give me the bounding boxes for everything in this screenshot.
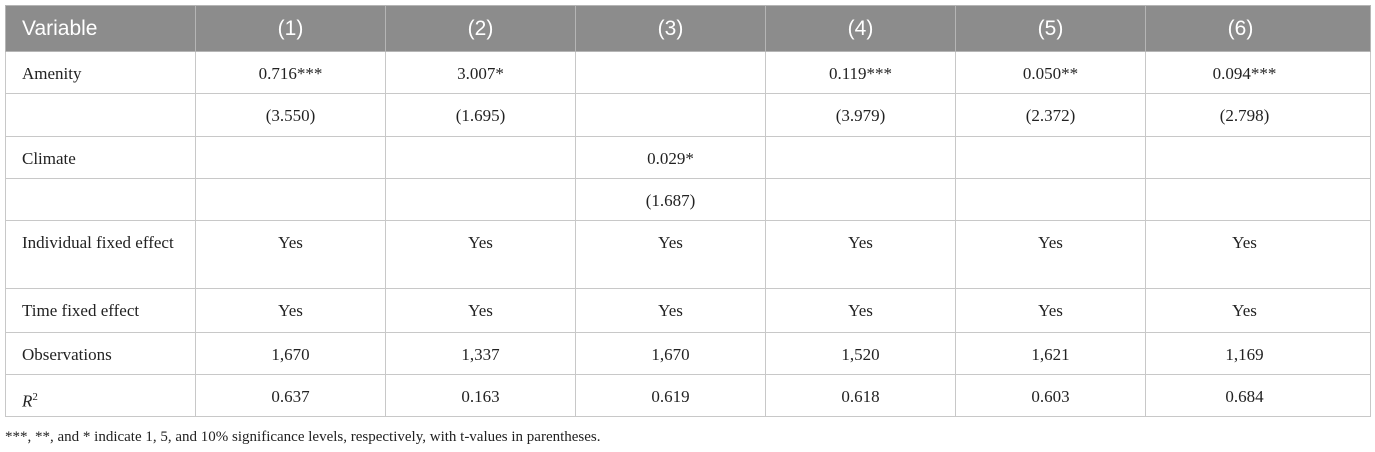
- cell: Yes: [955, 288, 1146, 333]
- cell: 1,169: [1145, 332, 1371, 375]
- cell: 0.716***: [195, 51, 386, 94]
- cell: [1145, 136, 1371, 179]
- cell: [385, 136, 576, 179]
- table-row: Time fixed effect Yes Yes Yes Yes Yes Yes: [5, 288, 1371, 333]
- cell: 0.684: [1145, 374, 1371, 417]
- cell: Yes: [195, 220, 386, 289]
- cell: Yes: [1145, 220, 1371, 289]
- footnote: ***, **, and * indicate 1, 5, and 10% si…: [5, 429, 601, 445]
- cell: Yes: [765, 288, 956, 333]
- row-label: Individual fixed effect: [5, 220, 196, 289]
- table-body: Amenity 0.716*** 3.007* 0.119*** 0.050** 0.09…: [5, 51, 1371, 417]
- cell: [575, 51, 766, 94]
- column-header: (4): [765, 5, 956, 52]
- table-row: Climate 0.029*: [5, 136, 1371, 179]
- cell: 0.637: [195, 374, 386, 417]
- cell: Yes: [385, 220, 576, 289]
- cell: 1,670: [575, 332, 766, 375]
- symbol: R: [22, 391, 33, 411]
- cell: Yes: [575, 288, 766, 333]
- cell: [385, 178, 576, 221]
- row-label: R2: [5, 374, 196, 417]
- cell: (3.550): [195, 93, 386, 137]
- cell: [195, 136, 386, 179]
- row-label: Observations: [5, 332, 196, 375]
- cell: [765, 178, 956, 221]
- cell: (2.798): [1145, 93, 1371, 137]
- cell: Yes: [195, 288, 386, 333]
- cell: 0.050**: [955, 51, 1146, 94]
- column-header: (1): [195, 5, 386, 52]
- cell: 3.007*: [385, 51, 576, 94]
- cell: 1,670: [195, 332, 386, 375]
- table-row: R2 0.637 0.163 0.619 0.618 0.603 0.684: [5, 374, 1371, 417]
- cell: [195, 178, 386, 221]
- table-row: Observations 1,670 1,337 1,670 1,520 1,621 1,1…: [5, 332, 1371, 375]
- cell: 0.603: [955, 374, 1146, 417]
- column-header: Variable: [5, 5, 196, 52]
- column-header: (2): [385, 5, 576, 52]
- regression-table: Variable (1) (2) (3) (4) (5) (6) Amenity 0.716*…: [5, 5, 1371, 417]
- column-header: (5): [955, 5, 1146, 52]
- cell: (1.687): [575, 178, 766, 221]
- cell: Yes: [575, 220, 766, 289]
- cell: Yes: [765, 220, 956, 289]
- table-row: Amenity 0.716*** 3.007* 0.119*** 0.050** 0.09…: [5, 51, 1371, 94]
- column-header: (3): [575, 5, 766, 52]
- table-row: Individual fixed effect Yes Yes Yes Yes Yes Ye…: [5, 220, 1371, 289]
- cell: 0.119***: [765, 51, 956, 94]
- row-label: Climate: [5, 136, 196, 179]
- cell: [1145, 178, 1371, 221]
- row-label: [5, 93, 196, 137]
- cell: [765, 136, 956, 179]
- row-label: Time fixed effect: [5, 288, 196, 333]
- cell: 0.618: [765, 374, 956, 417]
- cell: (3.979): [765, 93, 956, 137]
- table-row: (1.687): [5, 178, 1371, 221]
- cell: 0.163: [385, 374, 576, 417]
- cell: [575, 93, 766, 137]
- cell: Yes: [1145, 288, 1371, 333]
- cell: Yes: [955, 220, 1146, 289]
- cell: (2.372): [955, 93, 1146, 137]
- cell: 0.619: [575, 374, 766, 417]
- row-label: [5, 178, 196, 221]
- cell: 1,337: [385, 332, 576, 375]
- cell: 0.029*: [575, 136, 766, 179]
- cell: 1,621: [955, 332, 1146, 375]
- cell: 1,520: [765, 332, 956, 375]
- column-header: (6): [1145, 5, 1371, 52]
- row-label: Amenity: [5, 51, 196, 94]
- table-row: (3.550) (1.695) (3.979) (2.372) (2.798): [5, 93, 1371, 137]
- cell: [955, 136, 1146, 179]
- header-row: Variable (1) (2) (3) (4) (5) (6): [5, 5, 1371, 52]
- cell: (1.695): [385, 93, 576, 137]
- cell: Yes: [385, 288, 576, 333]
- cell: [955, 178, 1146, 221]
- cell: 0.094***: [1145, 51, 1371, 94]
- superscript: 2: [32, 391, 38, 403]
